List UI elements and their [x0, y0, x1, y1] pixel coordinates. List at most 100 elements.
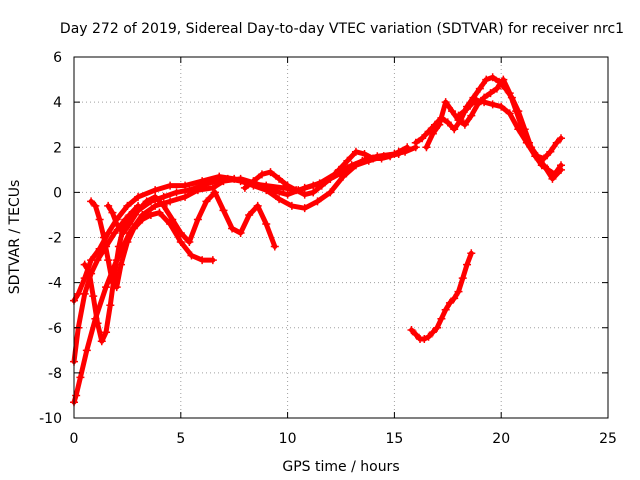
data-point-marker [187, 251, 196, 260]
data-point-marker [198, 181, 207, 190]
data-point-marker [198, 256, 207, 265]
data-point-marker [443, 118, 452, 127]
data-point-marker [104, 201, 113, 210]
data-point-marker [93, 256, 102, 265]
data-point-marker [253, 201, 262, 210]
data-point-marker [287, 201, 296, 210]
data-point-marker [236, 228, 245, 237]
y-tick-label: 2 [53, 140, 62, 156]
series-line [105, 189, 278, 249]
x-tick-label: 5 [176, 431, 185, 447]
data-point-marker [386, 152, 395, 161]
data-point-marker [172, 188, 181, 197]
data-point-marker [283, 190, 292, 199]
data-point-marker [155, 208, 164, 217]
series-arc-7 [240, 143, 412, 199]
data-point-marker [76, 373, 85, 382]
data-point-marker [411, 138, 420, 147]
data-point-marker [460, 120, 469, 129]
y-tick-label: -10 [39, 411, 62, 427]
data-point-marker [309, 188, 318, 197]
data-point-marker [471, 95, 480, 104]
series-line [409, 250, 474, 342]
data-point-marker [125, 219, 134, 228]
data-point-marker [450, 294, 459, 303]
data-point-marker [142, 197, 151, 206]
y-tick-label: 0 [53, 185, 62, 201]
data-point-marker [428, 328, 437, 337]
data-point-marker [454, 287, 463, 296]
data-point-marker [486, 89, 495, 98]
data-point-marker [210, 177, 219, 186]
data-point-marker [104, 256, 113, 265]
data-point-marker [539, 154, 548, 163]
data-point-marker [300, 183, 309, 192]
data-point-marker [97, 337, 106, 346]
data-point-marker [112, 219, 121, 228]
data-point-marker [151, 186, 160, 195]
data-point-marker [505, 109, 514, 118]
data-point-marker [95, 215, 104, 224]
data-point-marker [343, 156, 352, 165]
chart-title: Day 272 of 2019, Sidereal Day-to-day VTE… [60, 21, 624, 37]
data-point-marker [176, 228, 185, 237]
series-line [82, 203, 141, 344]
data-point-marker [84, 267, 93, 276]
series-arc-6 [104, 188, 279, 251]
data-point-marker [514, 125, 523, 134]
x-tick-label: 25 [599, 431, 617, 447]
data-point-marker [240, 183, 249, 192]
data-point-marker [317, 181, 326, 190]
data-point-marker [369, 154, 378, 163]
data-point-marker [463, 260, 472, 269]
data-point-marker [245, 210, 254, 219]
data-point-marker [181, 181, 190, 190]
data-point-marker [407, 326, 416, 335]
data-point-marker [223, 174, 232, 183]
data-point-marker [123, 201, 132, 210]
series-arc-4 [87, 197, 217, 292]
data-point-marker [134, 192, 143, 201]
grid [74, 57, 608, 418]
x-tick-label: 0 [70, 431, 79, 447]
data-point-marker [99, 233, 108, 242]
data-point-marker [437, 314, 446, 323]
data-point-marker [433, 323, 442, 332]
series-line [71, 151, 402, 405]
data-point-marker [482, 75, 491, 84]
series-arc-5 [80, 201, 143, 346]
data-point-marker [110, 269, 119, 278]
data-point-marker [557, 134, 566, 143]
y-tick-label: 6 [53, 50, 62, 66]
data-point-marker [185, 186, 194, 195]
data-point-marker [492, 84, 501, 93]
data-point-marker [403, 143, 412, 152]
data-point-marker [458, 274, 467, 283]
data-point-marker [394, 147, 403, 156]
data-point-marker [505, 89, 514, 98]
data-point-marker [102, 283, 111, 292]
data-point-marker [176, 238, 185, 247]
data-point-marker [488, 100, 497, 109]
data-point-marker [166, 181, 175, 190]
data-point-marker [110, 228, 119, 237]
data-point-marker [499, 75, 508, 84]
data-point-marker [292, 186, 301, 195]
data-point-marker [300, 190, 309, 199]
data-point-marker [106, 301, 115, 310]
data-point-marker [418, 134, 427, 143]
data-point-marker [102, 328, 111, 337]
tick-marks [73, 56, 609, 419]
y-tick-label: -2 [48, 231, 62, 247]
data-point-marker [326, 188, 335, 197]
data-point-marker [488, 73, 497, 82]
data-point-marker [151, 192, 160, 201]
data-point-marker [334, 165, 343, 174]
data-point-marker [552, 138, 561, 147]
data-point-marker [445, 298, 454, 307]
data-point-marker [208, 183, 217, 192]
data-point-marker [80, 260, 89, 269]
x-tick-labels: 0 5 10 15 20 25 [70, 431, 617, 447]
data-point-marker [424, 127, 433, 136]
y-tick-label: -4 [48, 276, 62, 292]
